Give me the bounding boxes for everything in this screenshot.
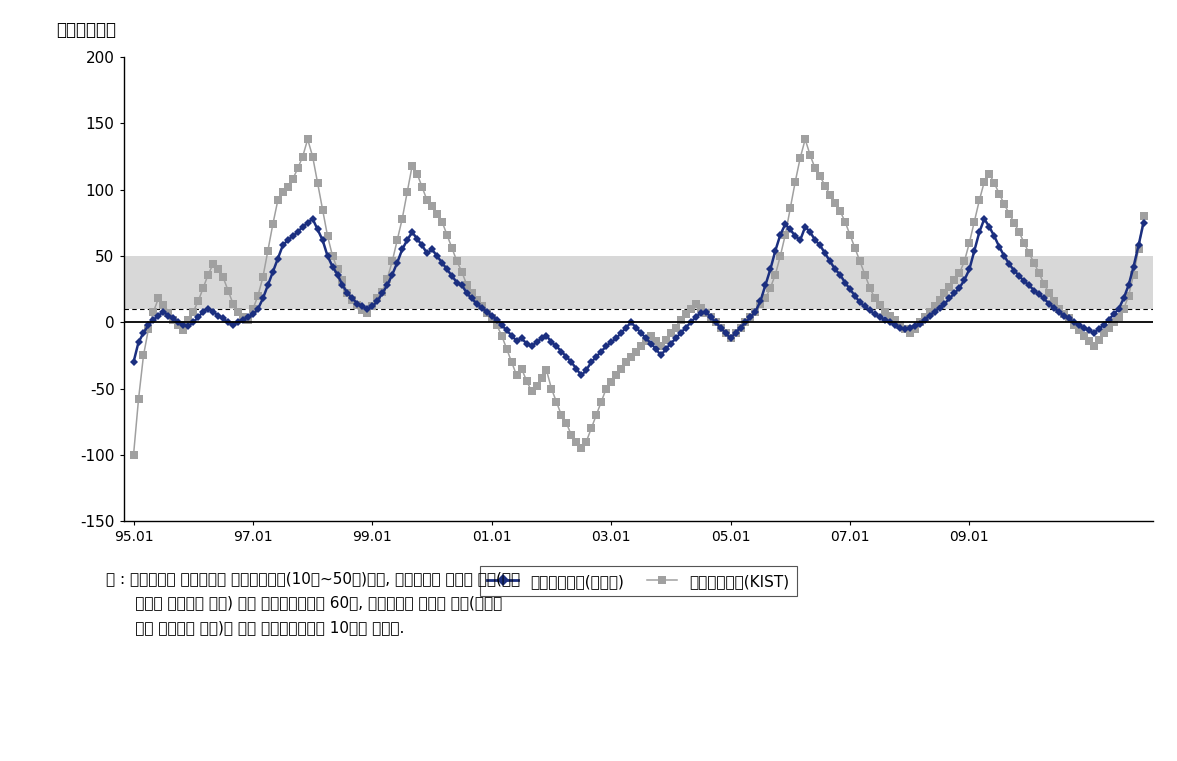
목표재고수준(조달청) — [235, 315, 250, 324]
Line: 목표재고수준(KIST): 목표재고수준(KIST) — [129, 135, 1148, 459]
목표재고수준(KIST) — [878, 307, 892, 317]
목표재고수준(KIST) — [400, 188, 414, 197]
목표재고수준(조달청) — [306, 215, 320, 224]
목표재고수준(조달청) — [664, 339, 678, 348]
목표재고수준(KIST) — [659, 335, 673, 344]
목표재고수준(KIST) — [126, 451, 140, 460]
목표재고수준(KIST) — [1137, 212, 1151, 221]
목표재고수준(KIST) — [639, 336, 653, 345]
목표재고수준(조달청) — [126, 358, 140, 367]
목표재고수준(조달청) — [400, 236, 414, 245]
목표재고수준(조달청) — [1137, 218, 1151, 228]
목표재고수준(KIST) — [300, 135, 314, 144]
목표재고수준(조달청) — [574, 371, 588, 380]
Line: 목표재고수준(조달청): 목표재고수준(조달청) — [131, 216, 1146, 378]
목표재고수준(조달청) — [295, 222, 310, 231]
Text: 주 : 음영부분은 운영가능한 목표재고수준(10일~50일)이며, 음영부분을 상회할 경우(가격
      수준이 임계치를 하회) 실제 목표재고수준은: 주 : 음영부분은 운영가능한 목표재고수준(10일~50일)이며, 음영부분을… — [106, 571, 520, 635]
목표재고수준(KIST) — [235, 313, 250, 322]
목표재고수준(조달청) — [644, 339, 658, 348]
목표재고수준(KIST) — [295, 152, 310, 161]
Text: 목표재고일수: 목표재고일수 — [56, 21, 117, 39]
Bar — [124, 256, 1153, 309]
목표재고수준(조달청) — [883, 318, 897, 327]
Legend: 목표재고수준(조달청), 목표재고수준(KIST): 목표재고수준(조달청), 목표재고수준(KIST) — [480, 566, 797, 597]
